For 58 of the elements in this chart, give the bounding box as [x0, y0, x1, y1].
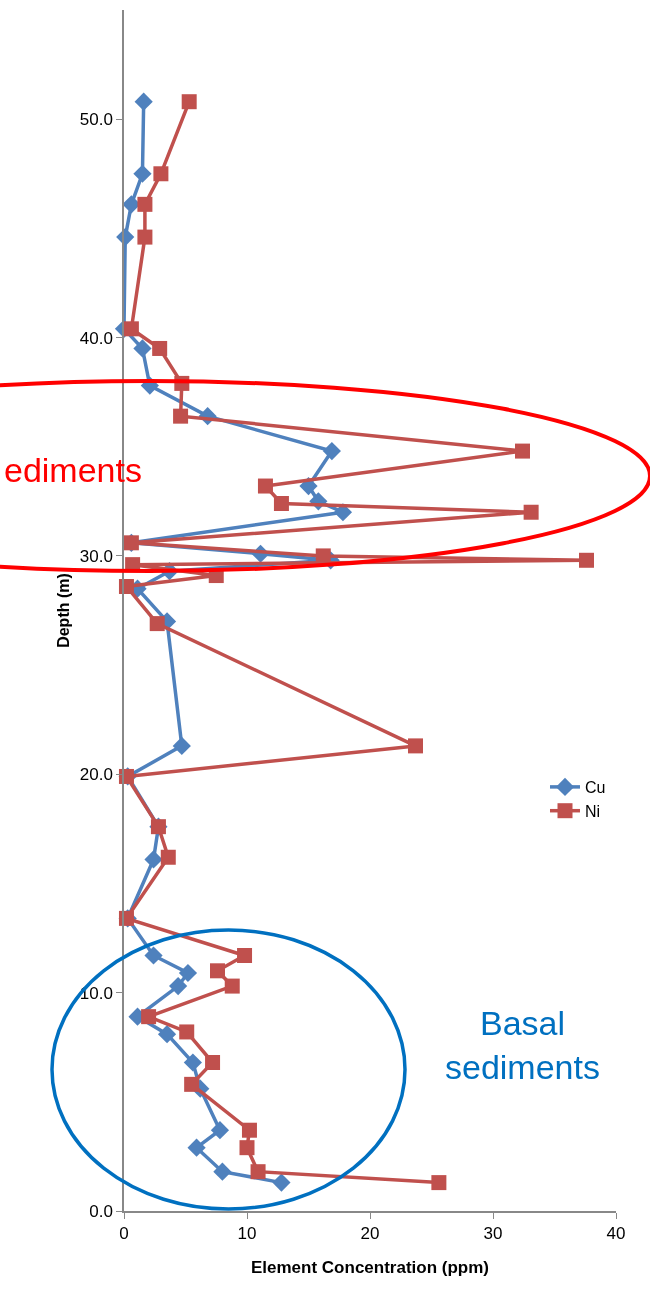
point: [257, 478, 273, 494]
point: [149, 616, 165, 632]
x-tick-label: 40: [606, 1224, 626, 1244]
point: [137, 229, 153, 245]
point: [239, 1140, 255, 1156]
annotation: ediments: [4, 451, 142, 489]
x-tick-label: 20: [360, 1224, 380, 1244]
point: [169, 976, 188, 996]
point: [178, 963, 198, 983]
point: [144, 850, 163, 869]
y-tick-label: 0.0: [89, 1201, 113, 1221]
point: [205, 1055, 221, 1071]
point: [431, 1175, 447, 1191]
legend-label: Cu: [585, 779, 606, 797]
y-tick-label: 50.0: [79, 110, 113, 130]
point: [408, 738, 424, 754]
x-tick-label: 10: [237, 1224, 257, 1244]
annotation: Basal sediments: [445, 1004, 600, 1087]
y-tick-label: 20.0: [79, 765, 113, 785]
point: [137, 196, 153, 212]
point: [123, 321, 139, 337]
point: [172, 736, 191, 755]
point: [141, 1009, 157, 1025]
point: [157, 1025, 177, 1044]
point: [578, 552, 594, 568]
point: [152, 340, 168, 356]
point: [210, 1121, 230, 1140]
y-tick-label: 30.0: [79, 546, 113, 566]
x-tick-label: 30: [483, 1224, 503, 1244]
point: [273, 496, 289, 511]
point: [160, 849, 176, 865]
point: [315, 548, 331, 564]
legend-label: Ni: [585, 802, 601, 820]
point: [187, 1138, 206, 1157]
point: [179, 1024, 195, 1040]
point: [209, 963, 225, 979]
point: [134, 92, 153, 111]
point: [181, 94, 197, 110]
point: [322, 441, 341, 461]
point: [272, 1173, 291, 1192]
point: [173, 408, 189, 424]
point: [523, 504, 539, 520]
point: [237, 948, 253, 964]
y-axis-title: Depth (m): [55, 573, 73, 648]
point: [133, 339, 152, 358]
point: [144, 946, 163, 965]
point: [241, 1122, 257, 1138]
point: [515, 443, 531, 459]
point: [213, 1162, 232, 1181]
x-tick-label: 0: [119, 1224, 129, 1244]
x-axis-title: Element Concentration (ppm): [250, 1257, 490, 1277]
point: [153, 166, 169, 182]
point: [184, 1076, 200, 1092]
point: [224, 978, 240, 994]
y-tick-label: 40.0: [79, 328, 113, 348]
point: [183, 1053, 202, 1072]
point: [133, 164, 152, 183]
point: [250, 1164, 266, 1180]
